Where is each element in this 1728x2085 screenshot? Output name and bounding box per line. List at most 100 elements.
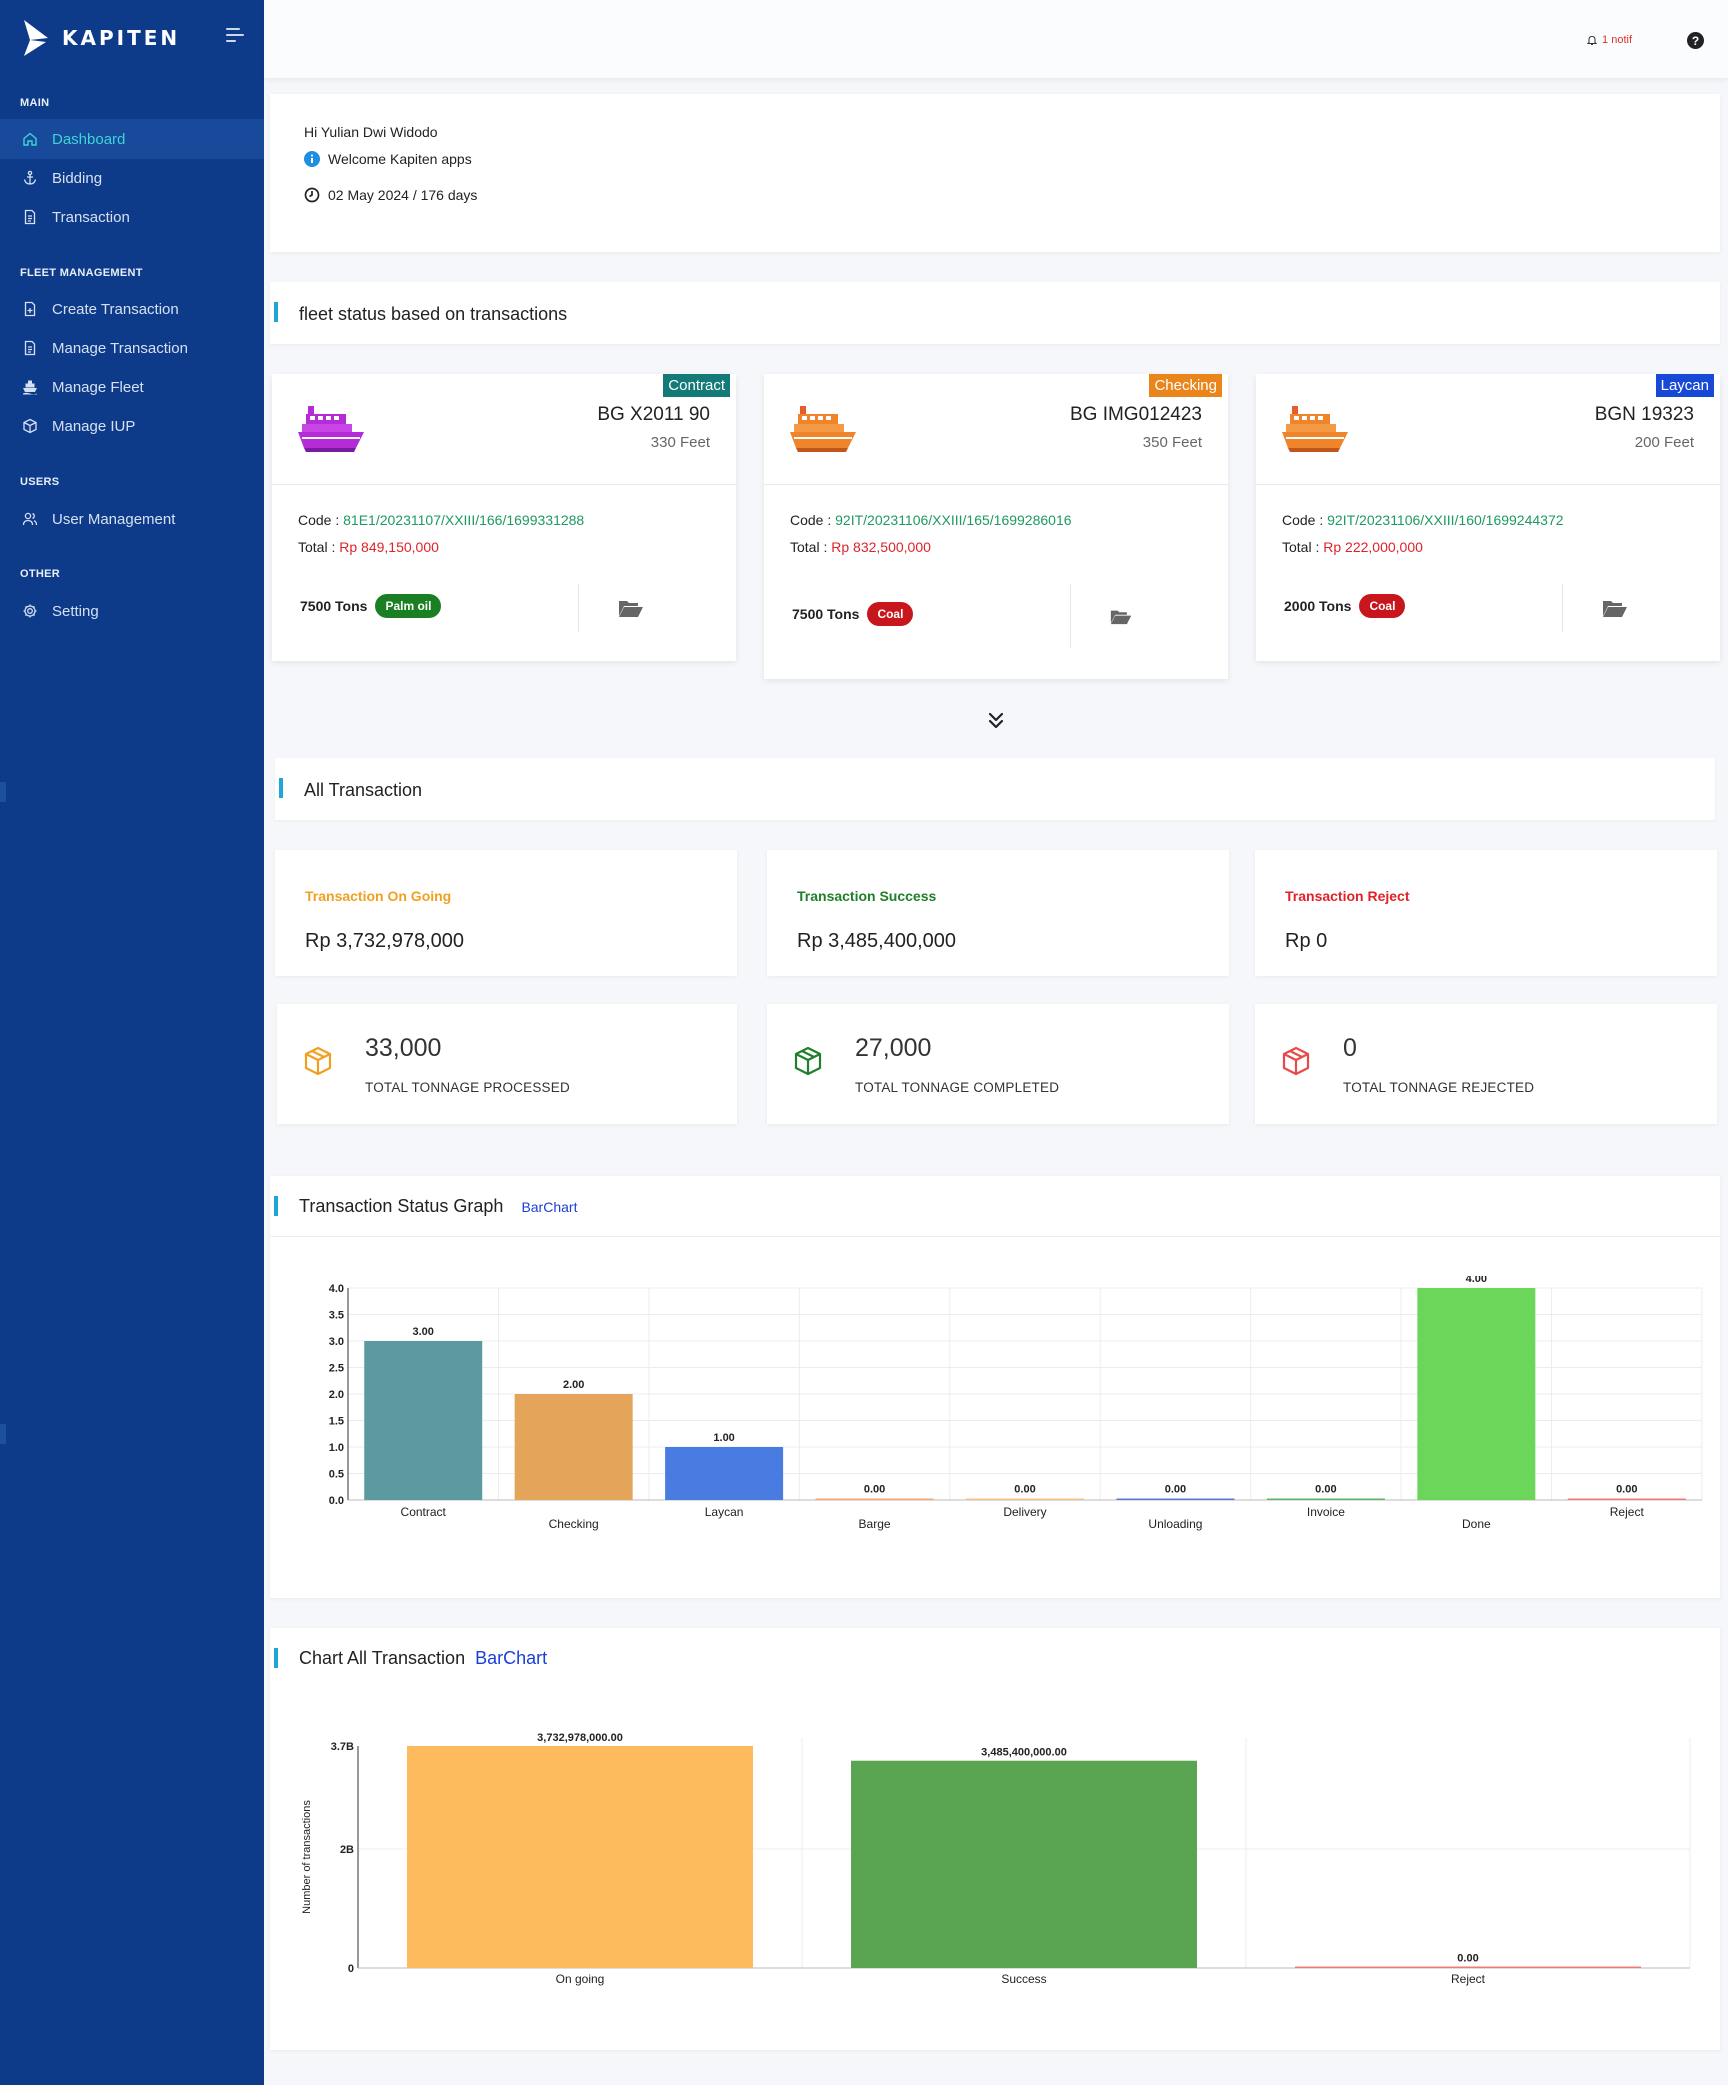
sidebar-item-bidding[interactable]: Bidding bbox=[0, 158, 264, 198]
sidebar-item-dashboard[interactable]: Dashboard bbox=[0, 119, 264, 159]
folder-open-icon[interactable] bbox=[1110, 608, 1132, 625]
x-tick-label: Unloading bbox=[1148, 1517, 1202, 1531]
ship-icon bbox=[790, 406, 856, 452]
all-chart-barchart-link[interactable]: BarChart bbox=[475, 1648, 548, 1668]
fleet-card[interactable]: Contract BG X2011 90 330 Feet Code : 81E… bbox=[272, 374, 736, 661]
status-graph-barchart-link[interactable]: BarChart bbox=[521, 1199, 578, 1215]
welcome-card: Hi Yulian Dwi Widodo Welcome Kapiten app… bbox=[270, 94, 1720, 252]
bar-value-label: 2.00 bbox=[563, 1379, 584, 1391]
fleet-section-header: fleet status based on transactions bbox=[270, 282, 1720, 344]
brand-logo[interactable]: KAPITEN bbox=[22, 16, 180, 60]
section-accent-bar bbox=[274, 302, 278, 322]
greeting: Hi Yulian Dwi Widodo bbox=[304, 124, 438, 140]
bar-unloading bbox=[1116, 1498, 1235, 1500]
cube-icon bbox=[794, 1046, 822, 1076]
code-line: Code : 81E1/20231107/XXIII/166/169933128… bbox=[298, 512, 585, 528]
cube-icon bbox=[1282, 1046, 1310, 1076]
bar-barge bbox=[815, 1498, 934, 1500]
bar-laycan bbox=[665, 1447, 784, 1500]
bar-reject bbox=[1295, 1966, 1641, 1968]
notification-link[interactable]: 1 notif bbox=[1586, 34, 1632, 46]
fleet-card[interactable]: Checking BG IMG012423 350 Feet Code : 92… bbox=[764, 374, 1228, 679]
sidebar-item-manage-transaction[interactable]: Manage Transaction bbox=[0, 328, 264, 368]
all-chart-title: Chart All Transaction bbox=[299, 1648, 466, 1668]
sidebar-item-transaction[interactable]: Transaction bbox=[0, 197, 264, 237]
tonnage-label: TOTAL TONNAGE COMPLETED bbox=[855, 1080, 1060, 1095]
folder-open-icon[interactable] bbox=[1602, 598, 1628, 618]
tonnage-card-rejected: 0 TOTAL TONNAGE REJECTED bbox=[1255, 1004, 1717, 1124]
transaction-total: Rp 832,500,000 bbox=[831, 539, 931, 555]
vessel-size: 200 Feet bbox=[1634, 434, 1694, 451]
y-tick-label: 2.5 bbox=[329, 1363, 344, 1375]
x-tick-label: Success bbox=[1001, 1972, 1046, 1986]
card-divider bbox=[1256, 484, 1720, 485]
cube-icon bbox=[304, 1046, 332, 1076]
bar-value-label: 4.00 bbox=[1466, 1276, 1487, 1285]
bar-contract bbox=[364, 1341, 483, 1500]
document-icon bbox=[24, 340, 36, 356]
box-icon bbox=[23, 418, 37, 434]
chevron-double-down-icon[interactable] bbox=[985, 710, 1007, 732]
stat-value: Rp 3,732,978,000 bbox=[305, 930, 465, 952]
vessel-size: 330 Feet bbox=[650, 434, 710, 451]
transaction-code: 92IT/20231106/XXIII/165/1699286016 bbox=[835, 512, 1072, 528]
bar-value-label: 3.00 bbox=[413, 1326, 434, 1338]
section-accent-bar bbox=[274, 1196, 278, 1216]
status-badge: Laycan bbox=[1655, 374, 1714, 397]
sidebar-item-create-transaction[interactable]: Create Transaction bbox=[0, 289, 264, 329]
code-line: Code : 92IT/20231106/XXIII/160/169924437… bbox=[1282, 512, 1564, 528]
transaction-code: 92IT/20231106/XXIII/160/1699244372 bbox=[1327, 512, 1564, 528]
cargo-pill: Coal bbox=[1359, 594, 1406, 618]
tonnage-card-processed: 33,000 TOTAL TONNAGE PROCESSED bbox=[277, 1004, 737, 1124]
all-transaction-chart-card: Chart All Transaction BarChart 0 2B 3.7B Nu… bbox=[270, 1628, 1720, 2050]
sidebar-item-label: Create Transaction bbox=[52, 300, 179, 318]
transaction-total: Rp 849,150,000 bbox=[339, 539, 439, 555]
transaction-total: Rp 222,000,000 bbox=[1323, 539, 1423, 555]
sidebar-edge-marker bbox=[0, 782, 6, 802]
status-badge: Checking bbox=[1149, 374, 1222, 397]
all-transaction-title: All Transaction bbox=[304, 780, 423, 800]
bar-reject bbox=[1567, 1498, 1686, 1500]
sidebar-item-user-management[interactable]: User Management bbox=[0, 499, 264, 539]
bar-value-label: 0.00 bbox=[1616, 1484, 1637, 1496]
sidebar-item-label: Bidding bbox=[52, 169, 103, 187]
all-chart-header: Chart All Transaction BarChart bbox=[299, 1648, 547, 1669]
sidebar-item-manage-iup[interactable]: Manage IUP bbox=[0, 406, 264, 446]
welcome-message: Welcome Kapiten apps bbox=[304, 151, 472, 167]
ship-icon bbox=[1282, 406, 1348, 452]
stat-label: Transaction Reject bbox=[1285, 888, 1410, 904]
stat-value: Rp 0 bbox=[1285, 930, 1328, 952]
y-tick-label: 3.0 bbox=[329, 1336, 344, 1348]
tonnage-label: TOTAL TONNAGE PROCESSED bbox=[365, 1080, 570, 1095]
anchor-icon bbox=[23, 170, 37, 185]
all-transaction-header: All Transaction bbox=[275, 758, 1715, 820]
y-tick-label: 0 bbox=[348, 1963, 354, 1975]
welcome-date: 02 May 2024 / 176 days bbox=[304, 187, 477, 203]
total-line: Total : Rp 222,000,000 bbox=[1282, 539, 1423, 555]
ship-icon bbox=[298, 406, 364, 452]
menu-toggle-icon[interactable] bbox=[226, 26, 246, 44]
card-divider bbox=[270, 1236, 1720, 1237]
card-divider bbox=[764, 484, 1228, 485]
section-label-other: OTHER bbox=[20, 568, 60, 580]
sidebar-item-label: Manage Fleet bbox=[52, 378, 144, 396]
section-label-users: USERS bbox=[20, 476, 60, 488]
help-icon[interactable]: ? bbox=[1687, 32, 1704, 49]
card-divider bbox=[1562, 584, 1563, 632]
card-divider bbox=[578, 584, 579, 632]
folder-open-icon[interactable] bbox=[618, 598, 644, 618]
fleet-card[interactable]: Laycan BGN 19323 200 Feet Code : 92IT/20… bbox=[1256, 374, 1720, 661]
bar-value-label: 3,485,400,000.00 bbox=[981, 1747, 1067, 1759]
vessel-name: BG X2011 90 bbox=[597, 404, 710, 425]
tonnage: 7500 Tons Palm oil bbox=[300, 594, 442, 618]
bar-success bbox=[851, 1760, 1197, 1968]
bar-value-label: 0.00 bbox=[1165, 1484, 1186, 1496]
stat-label: Transaction On Going bbox=[305, 888, 452, 904]
sidebar-item-manage-fleet[interactable]: Manage Fleet bbox=[0, 367, 264, 407]
tonnage: 7500 Tons Coal bbox=[792, 602, 914, 626]
x-tick-label: Reject bbox=[1451, 1972, 1486, 1986]
sidebar-item-setting[interactable]: Setting bbox=[0, 591, 264, 631]
fleet-section-title: fleet status based on transactions bbox=[299, 304, 568, 324]
card-divider bbox=[272, 484, 736, 485]
tonnage-card-completed: 27,000 TOTAL TONNAGE COMPLETED bbox=[767, 1004, 1229, 1124]
